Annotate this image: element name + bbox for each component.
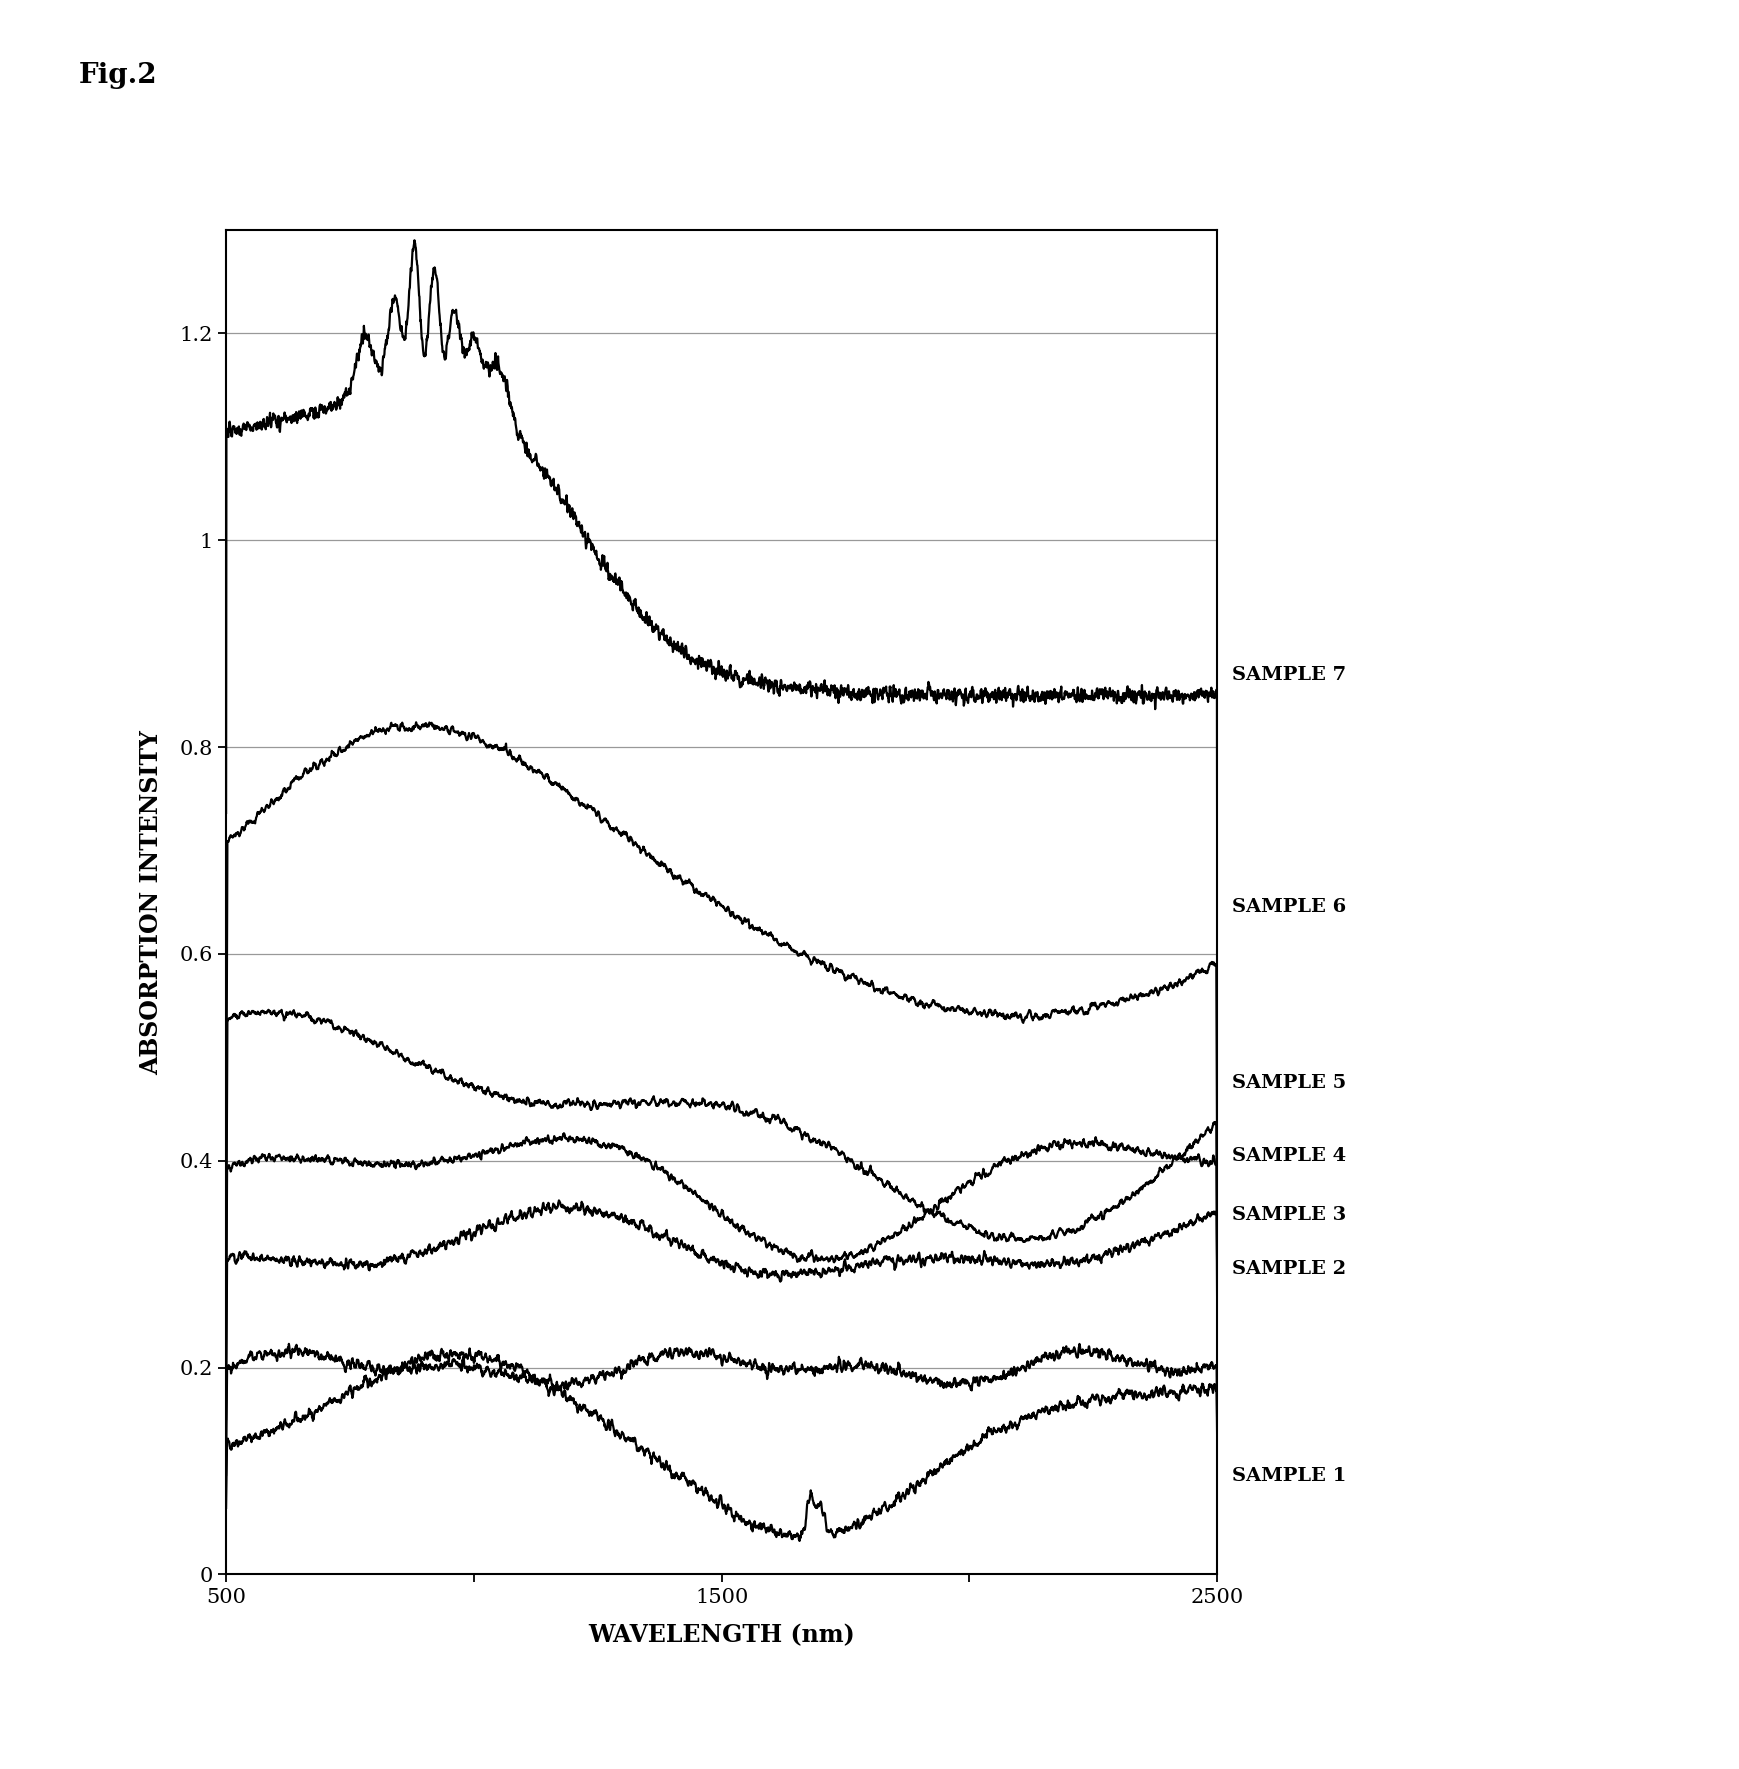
Y-axis label: ABSORPTION INTENSITY: ABSORPTION INTENSITY — [139, 731, 163, 1074]
Text: SAMPLE 4: SAMPLE 4 — [1233, 1146, 1346, 1164]
X-axis label: WAVELENGTH (nm): WAVELENGTH (nm) — [588, 1624, 856, 1647]
Text: SAMPLE 6: SAMPLE 6 — [1233, 899, 1346, 916]
Text: SAMPLE 2: SAMPLE 2 — [1233, 1260, 1346, 1279]
Text: SAMPLE 1: SAMPLE 1 — [1233, 1467, 1346, 1486]
Text: SAMPLE 3: SAMPLE 3 — [1233, 1205, 1346, 1224]
Text: Fig.2: Fig.2 — [78, 62, 157, 88]
Text: SAMPLE 5: SAMPLE 5 — [1233, 1074, 1346, 1091]
Text: SAMPLE 7: SAMPLE 7 — [1233, 665, 1346, 683]
